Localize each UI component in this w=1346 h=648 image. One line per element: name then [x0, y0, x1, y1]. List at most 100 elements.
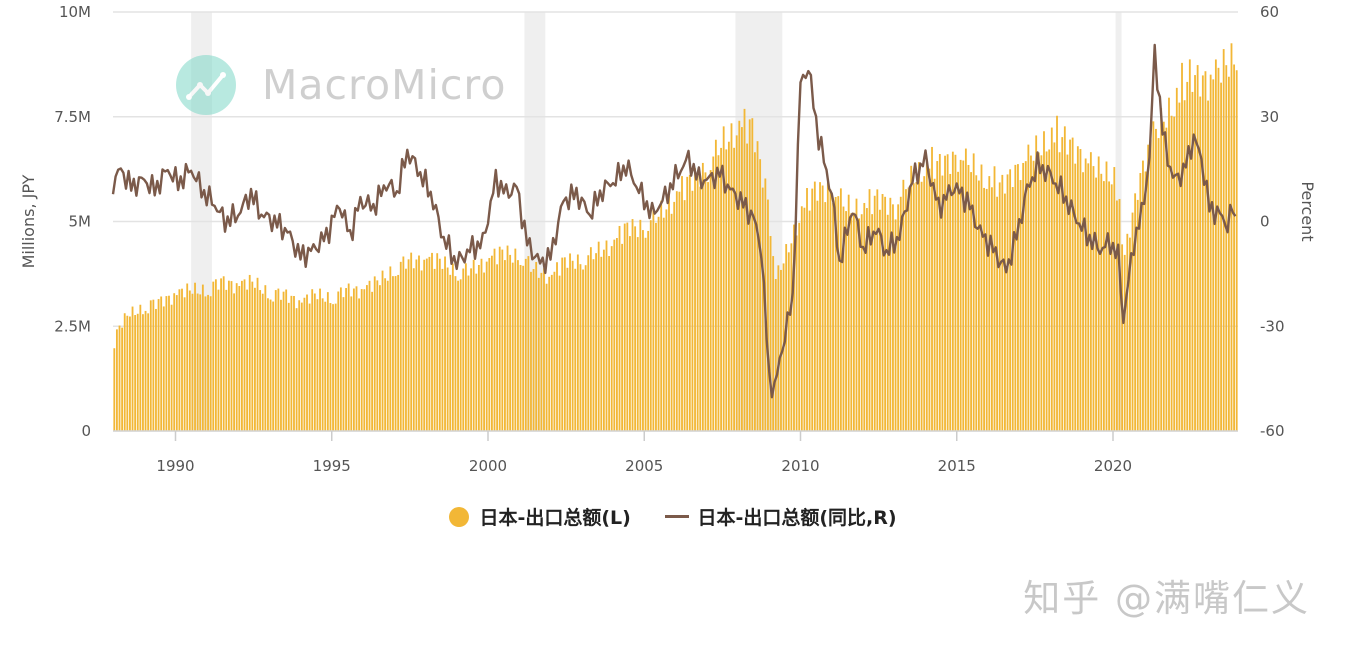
export-bar [115, 329, 118, 431]
export-bar [553, 271, 556, 431]
export-bar [209, 296, 212, 431]
export-bar [928, 168, 931, 431]
watermark-text: MacroMicro [262, 61, 507, 109]
export-bar [212, 281, 215, 431]
export-bar [326, 292, 329, 431]
export-bar [162, 306, 165, 431]
export-bar [970, 172, 972, 431]
export-bar [808, 210, 811, 431]
export-bar [457, 280, 459, 431]
export-bar [230, 281, 233, 431]
export-bar [199, 294, 202, 431]
export-bar [454, 276, 457, 431]
export-bar [399, 261, 402, 431]
export-bar [1082, 172, 1084, 431]
x-axis-tick: 2015 [938, 457, 976, 475]
export-bar [615, 238, 618, 431]
export-bar [707, 182, 709, 431]
export-bar [842, 206, 845, 431]
export-bar [543, 268, 545, 431]
export-bar [644, 237, 647, 431]
export-bar [1157, 138, 1160, 431]
legend-label-exports: 日本-出口总额(L) [479, 507, 631, 529]
export-bar [1014, 164, 1017, 431]
x-axis-tick: 1990 [156, 457, 194, 475]
export-bar [787, 252, 790, 431]
export-bar [694, 168, 696, 431]
export-bar [1102, 181, 1105, 431]
export-bar [673, 201, 676, 431]
export-bar [892, 204, 894, 431]
export-bar [313, 293, 316, 431]
export-bar [548, 276, 551, 431]
export-bar [1058, 152, 1061, 432]
export-bar [339, 287, 342, 431]
right-axis-title: Percent [1298, 181, 1317, 241]
export-bar [379, 285, 381, 431]
x-axis-tick: 2020 [1094, 457, 1132, 475]
export-bar [925, 158, 928, 432]
export-bar [996, 196, 999, 431]
export-bar [1027, 144, 1030, 431]
export-bar [217, 289, 220, 431]
export-bar [155, 308, 157, 431]
export-bar [631, 219, 634, 431]
export-bar [207, 294, 209, 431]
export-bar [259, 290, 262, 431]
export-bar [834, 196, 837, 431]
export-bar [425, 258, 428, 431]
export-bar [477, 264, 480, 431]
export-bar [727, 141, 730, 432]
export-bar [368, 280, 371, 431]
export-bar [293, 296, 295, 431]
export-bar [446, 267, 449, 431]
export-bar [884, 196, 887, 431]
export-bar [1071, 137, 1074, 432]
export-bar [1212, 79, 1215, 431]
export-bar [483, 272, 486, 431]
export-bar [423, 259, 426, 431]
export-bar [1030, 155, 1032, 432]
legend-line-icon [665, 515, 690, 518]
export-bar [308, 303, 311, 431]
export-bar [894, 219, 897, 431]
export-bar [1126, 233, 1129, 431]
export-bar [902, 179, 905, 431]
export-bar [748, 119, 751, 431]
export-bar [394, 276, 397, 431]
export-bar [1175, 87, 1178, 431]
export-bar [946, 154, 949, 431]
export-bar [1222, 49, 1225, 432]
export-bar [832, 203, 834, 431]
export-bar [467, 275, 470, 431]
legend-item-yoy[interactable]: 日本-出口总额(同比,R) [665, 503, 897, 530]
export-bar [876, 189, 879, 431]
export-bar [735, 135, 738, 431]
export-bar [1079, 149, 1082, 431]
export-bar [488, 258, 491, 431]
export-bar [267, 298, 269, 431]
export-bar [967, 164, 970, 431]
export-bar [1170, 115, 1173, 431]
legend-item-exports[interactable]: 日本-出口总额(L) [449, 503, 631, 530]
export-bar [517, 260, 519, 431]
legend: 日本-出口总额(L) 日本-出口总额(同比,R) [0, 503, 1346, 530]
export-bar [824, 202, 827, 431]
export-bar [527, 256, 530, 431]
export-bar [1207, 100, 1209, 432]
export-bar [712, 156, 715, 431]
left-axis-title: Millions, JPY [19, 174, 38, 268]
export-bar [936, 161, 939, 431]
export-bar [993, 166, 996, 431]
export-bar [181, 288, 183, 431]
export-bar [1191, 91, 1194, 432]
yoy-line [111, 43, 1237, 399]
export-bar [428, 256, 431, 431]
export-bar [855, 198, 858, 431]
export-bar [595, 253, 597, 431]
export-bar [485, 261, 488, 431]
export-bar [134, 315, 137, 431]
export-bar [670, 213, 673, 431]
export-bar [1048, 149, 1051, 431]
export-bar [194, 282, 196, 431]
